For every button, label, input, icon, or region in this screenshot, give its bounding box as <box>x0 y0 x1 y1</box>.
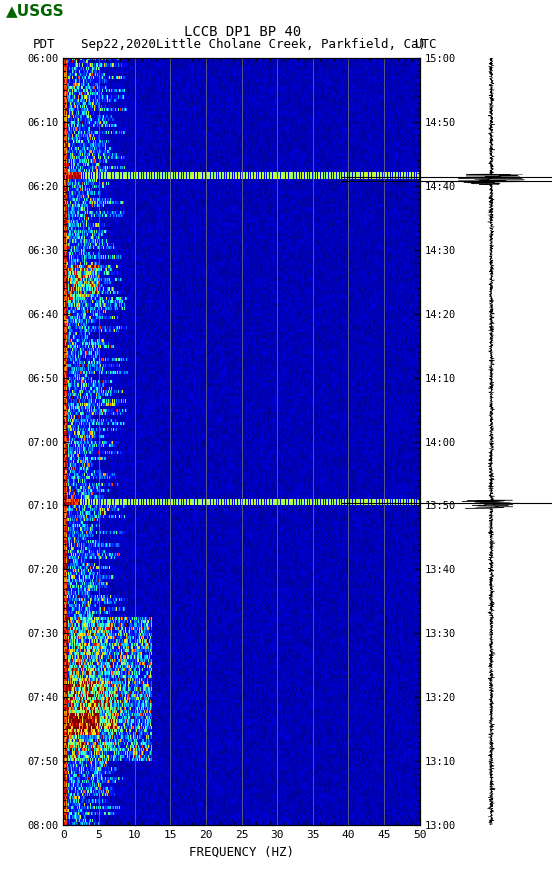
Text: UTC: UTC <box>414 38 437 52</box>
Text: LCCB DP1 BP 40: LCCB DP1 BP 40 <box>184 25 301 39</box>
X-axis label: FREQUENCY (HZ): FREQUENCY (HZ) <box>189 846 294 858</box>
Text: ▲USGS: ▲USGS <box>6 3 64 18</box>
Text: PDT: PDT <box>33 38 56 52</box>
Text: Sep22,2020Little Cholane Creek, Parkfield, Ca): Sep22,2020Little Cholane Creek, Parkfiel… <box>66 38 426 52</box>
